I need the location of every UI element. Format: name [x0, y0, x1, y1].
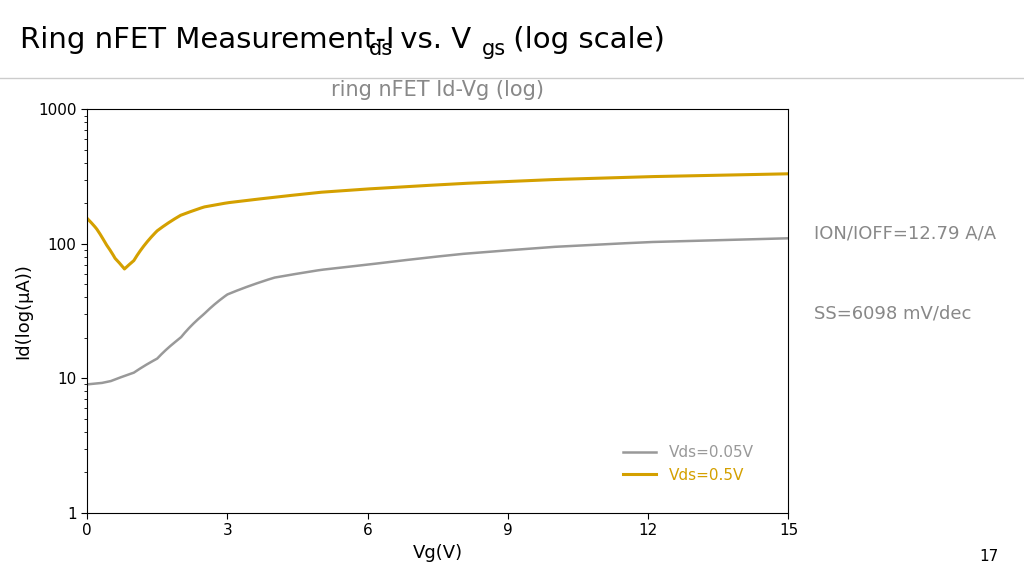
- Vds=0.05V: [379, 259, 391, 266]
- Title: ring nFET Id-Vg (log): ring nFET Id-Vg (log): [331, 79, 545, 100]
- Text: ION/IOFF=12.79 A/A: ION/IOFF=12.79 A/A: [814, 224, 996, 242]
- Text: Ring nFET Measurement-I: Ring nFET Measurement-I: [20, 26, 395, 54]
- Vds=0.05V: [81, 381, 93, 388]
- Text: ds: ds: [370, 39, 393, 59]
- Vds=0.5V: [119, 266, 131, 272]
- Text: gs: gs: [482, 39, 506, 59]
- Vds=0.5V: [81, 215, 93, 222]
- Vds=0.05V: [406, 256, 418, 263]
- Vds=0.05V: [164, 343, 176, 350]
- Vds=0.5V: [164, 218, 176, 225]
- Vds=0.05V: [480, 249, 493, 256]
- X-axis label: Vg(V): Vg(V): [413, 544, 463, 562]
- Vds=0.5V: [135, 245, 147, 252]
- Vds=0.5V: [480, 179, 493, 186]
- Line: Vds=0.5V: Vds=0.5V: [87, 174, 788, 269]
- Vds=0.5V: [782, 170, 795, 177]
- Vds=0.5V: [393, 184, 406, 191]
- Vds=0.5V: [407, 183, 419, 190]
- Text: 17: 17: [979, 550, 998, 564]
- Line: Vds=0.05V: Vds=0.05V: [87, 238, 788, 384]
- Vds=0.5V: [379, 184, 391, 191]
- Text: vs. V: vs. V: [391, 26, 471, 54]
- Text: SS=6098 mV/dec: SS=6098 mV/dec: [814, 305, 972, 323]
- Vds=0.05V: [782, 235, 795, 242]
- Legend: Vds=0.05V, Vds=0.5V: Vds=0.05V, Vds=0.5V: [616, 439, 760, 489]
- Y-axis label: Id(log(μA)): Id(log(μA)): [14, 263, 33, 359]
- Vds=0.05V: [393, 257, 406, 264]
- Vds=0.05V: [135, 364, 147, 371]
- Text: (log scale): (log scale): [504, 26, 665, 54]
